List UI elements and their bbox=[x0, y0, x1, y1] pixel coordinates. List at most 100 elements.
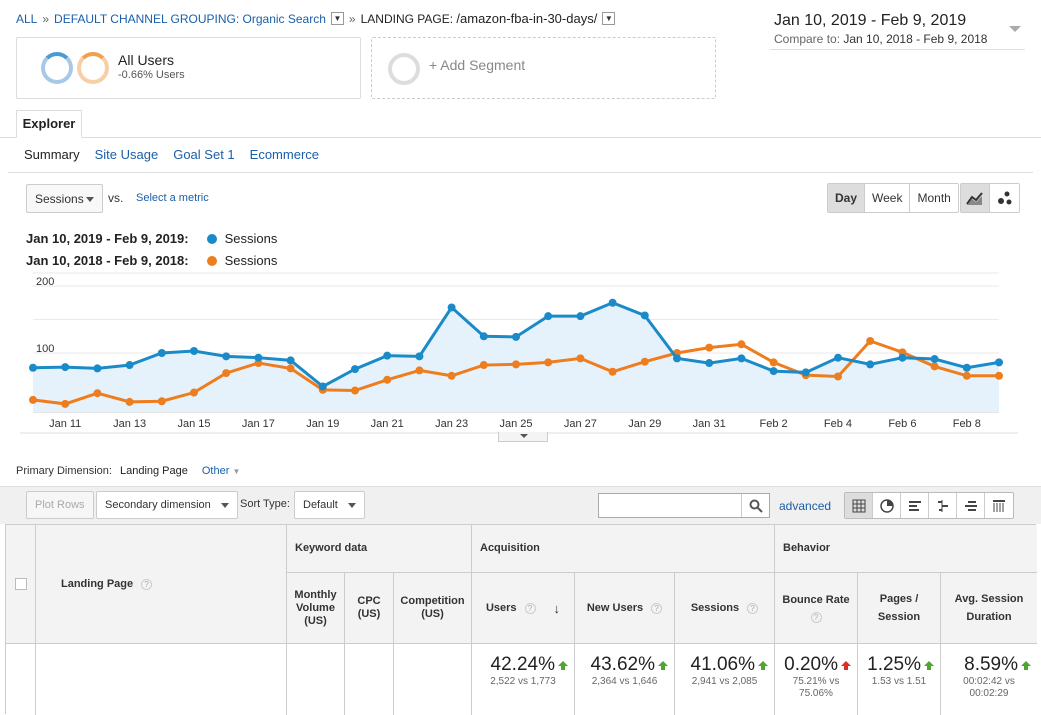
landing-page-header[interactable]: Landing Page? bbox=[36, 525, 287, 644]
new-users-total-cell: 43.62% 2,364 vs 1,646 bbox=[575, 644, 675, 715]
tab-explorer[interactable]: Explorer bbox=[16, 110, 82, 138]
chevron-down-icon[interactable] bbox=[1009, 26, 1021, 32]
totals-row-cell bbox=[394, 644, 472, 715]
data-table-icon[interactable] bbox=[845, 493, 873, 518]
data-point bbox=[576, 312, 585, 321]
select-metric-link[interactable]: Select a metric bbox=[136, 192, 209, 204]
search-icon[interactable] bbox=[741, 494, 769, 517]
data-point bbox=[479, 332, 488, 341]
chart-type-toggle bbox=[960, 183, 1020, 213]
series-area bbox=[33, 302, 999, 412]
add-segment-button[interactable]: + Add Segment bbox=[371, 37, 716, 99]
table-view-toggle bbox=[844, 492, 1014, 519]
users-total-pct: 42.24% bbox=[478, 654, 568, 676]
subtab-summary[interactable]: Summary bbox=[24, 147, 80, 162]
period-week-button[interactable]: Week bbox=[865, 184, 911, 212]
motion-chart-icon[interactable] bbox=[990, 184, 1019, 212]
vs-label: vs. bbox=[108, 191, 124, 205]
segment-all-users[interactable]: All Users -0.66% Users bbox=[16, 37, 361, 99]
data-point bbox=[351, 365, 359, 374]
chevron-down-icon[interactable]: ▼ bbox=[330, 12, 344, 25]
bounce-rate-total-cell: 0.20% 75.21% vs 75.06% bbox=[775, 644, 858, 715]
help-icon[interactable]: ? bbox=[524, 602, 536, 614]
plot-rows-button[interactable]: Plot Rows bbox=[26, 491, 94, 519]
data-point bbox=[415, 366, 424, 375]
users-label: Users bbox=[485, 601, 517, 614]
data-point bbox=[608, 298, 617, 307]
secondary-dimension-label: Secondary dimension bbox=[105, 499, 211, 511]
segment-ring-icon bbox=[388, 53, 420, 85]
legend-dot bbox=[206, 255, 217, 266]
sessions-header[interactable]: Sessions? bbox=[675, 573, 775, 644]
data-point bbox=[608, 367, 617, 376]
data-point bbox=[157, 397, 166, 406]
select-all-column bbox=[6, 525, 36, 644]
breadcrumb-grouping-link[interactable]: DEFAULT CHANNEL GROUPING: Organic Search bbox=[54, 11, 326, 26]
x-tick-label: Feb 4 bbox=[824, 418, 852, 430]
avg-session-total-pct: 8.59% bbox=[947, 654, 1031, 676]
arrow-up-icon bbox=[758, 661, 768, 670]
monthly-volume-header[interactable]: Monthly Volume (US) bbox=[287, 573, 345, 644]
help-icon[interactable]: ? bbox=[810, 611, 822, 623]
legend-item-current: Jan 10, 2019 - Feb 9, 2019: Sessions bbox=[26, 231, 277, 246]
users-pct-value: 42.24% bbox=[490, 654, 555, 675]
bounce-rate-label: Bounce Rate bbox=[782, 593, 850, 606]
chevron-down-icon[interactable]: ▼ bbox=[602, 12, 616, 25]
date-range-compare: Compare to: Jan 10, 2018 - Feb 9, 2018 bbox=[774, 32, 1025, 46]
subtab-ecommerce[interactable]: Ecommerce bbox=[249, 147, 320, 162]
comparison-icon[interactable] bbox=[929, 493, 957, 518]
help-icon[interactable]: ? bbox=[141, 578, 153, 590]
term-cloud-icon[interactable] bbox=[957, 493, 985, 518]
chevron-down-icon: ▼ bbox=[232, 467, 241, 476]
totals-row-cell bbox=[36, 644, 287, 715]
period-toggle: Day Week Month bbox=[827, 183, 959, 213]
sessions-line-chart[interactable]: 100 200 Jan 11 Jan 13 Jan 15 Jan 17 Jan 19 Jan … bbox=[0, 270, 1041, 435]
table-search-input[interactable] bbox=[598, 493, 770, 518]
performance-bars-icon[interactable] bbox=[901, 493, 929, 518]
date-range-picker[interactable]: Jan 10, 2019 - Feb 9, 2019 Compare to: J… bbox=[770, 12, 1025, 50]
bounce-rate-header[interactable]: Bounce Rate? bbox=[775, 573, 858, 644]
pivot-table-icon[interactable] bbox=[985, 493, 1013, 518]
subtab-site-usage[interactable]: Site Usage bbox=[94, 147, 159, 162]
primary-dimension-other[interactable]: Other ▼ bbox=[202, 465, 241, 477]
pie-chart-icon[interactable] bbox=[873, 493, 901, 518]
competition-header[interactable]: Competition (US) bbox=[394, 573, 472, 644]
secondary-dimension-select[interactable]: Secondary dimension bbox=[96, 491, 238, 519]
data-point bbox=[930, 355, 939, 364]
new-users-header[interactable]: New Users? bbox=[575, 573, 675, 644]
period-month-button[interactable]: Month bbox=[910, 184, 958, 212]
data-point bbox=[286, 356, 295, 365]
compare-label: Compare to: bbox=[774, 32, 841, 46]
chevron-down-icon bbox=[86, 197, 94, 202]
data-point bbox=[29, 395, 37, 404]
sort-type-select[interactable]: Default bbox=[294, 491, 365, 519]
avg-session-header[interactable]: Avg. Session Duration bbox=[941, 573, 1037, 644]
help-icon[interactable]: ? bbox=[747, 602, 759, 614]
line-chart-icon[interactable] bbox=[961, 184, 990, 212]
data-point bbox=[834, 353, 842, 362]
breadcrumb-all-link[interactable]: ALL bbox=[16, 11, 38, 26]
period-day-button[interactable]: Day bbox=[828, 184, 866, 212]
data-point bbox=[898, 353, 907, 362]
data-point bbox=[512, 360, 520, 369]
chart-collapse-handle[interactable] bbox=[498, 432, 548, 442]
data-point bbox=[222, 369, 231, 378]
data-point bbox=[93, 364, 102, 373]
select-all-checkbox[interactable] bbox=[15, 578, 27, 590]
help-icon[interactable]: ? bbox=[651, 602, 663, 614]
cpc-header[interactable]: CPC (US) bbox=[345, 573, 394, 644]
pages-session-header[interactable]: Pages / Session bbox=[858, 573, 941, 644]
landing-page-header-label: Landing Page bbox=[61, 578, 134, 590]
metric-select[interactable]: Sessions bbox=[26, 184, 103, 213]
data-point bbox=[834, 372, 842, 381]
advanced-filter-link[interactable]: advanced bbox=[779, 499, 832, 513]
legend-item-previous: Jan 10, 2018 - Feb 9, 2018: Sessions bbox=[26, 253, 277, 268]
data-point bbox=[93, 389, 102, 398]
subtab-goal-set-1[interactable]: Goal Set 1 bbox=[173, 147, 235, 162]
sort-desc-icon[interactable]: ↓ bbox=[553, 600, 561, 616]
data-point bbox=[866, 336, 875, 345]
users-header[interactable]: Users? ↓ bbox=[472, 573, 575, 644]
primary-dimension-active[interactable]: Landing Page bbox=[119, 465, 188, 477]
data-point bbox=[125, 361, 134, 370]
segment-ring-icon bbox=[77, 52, 109, 84]
